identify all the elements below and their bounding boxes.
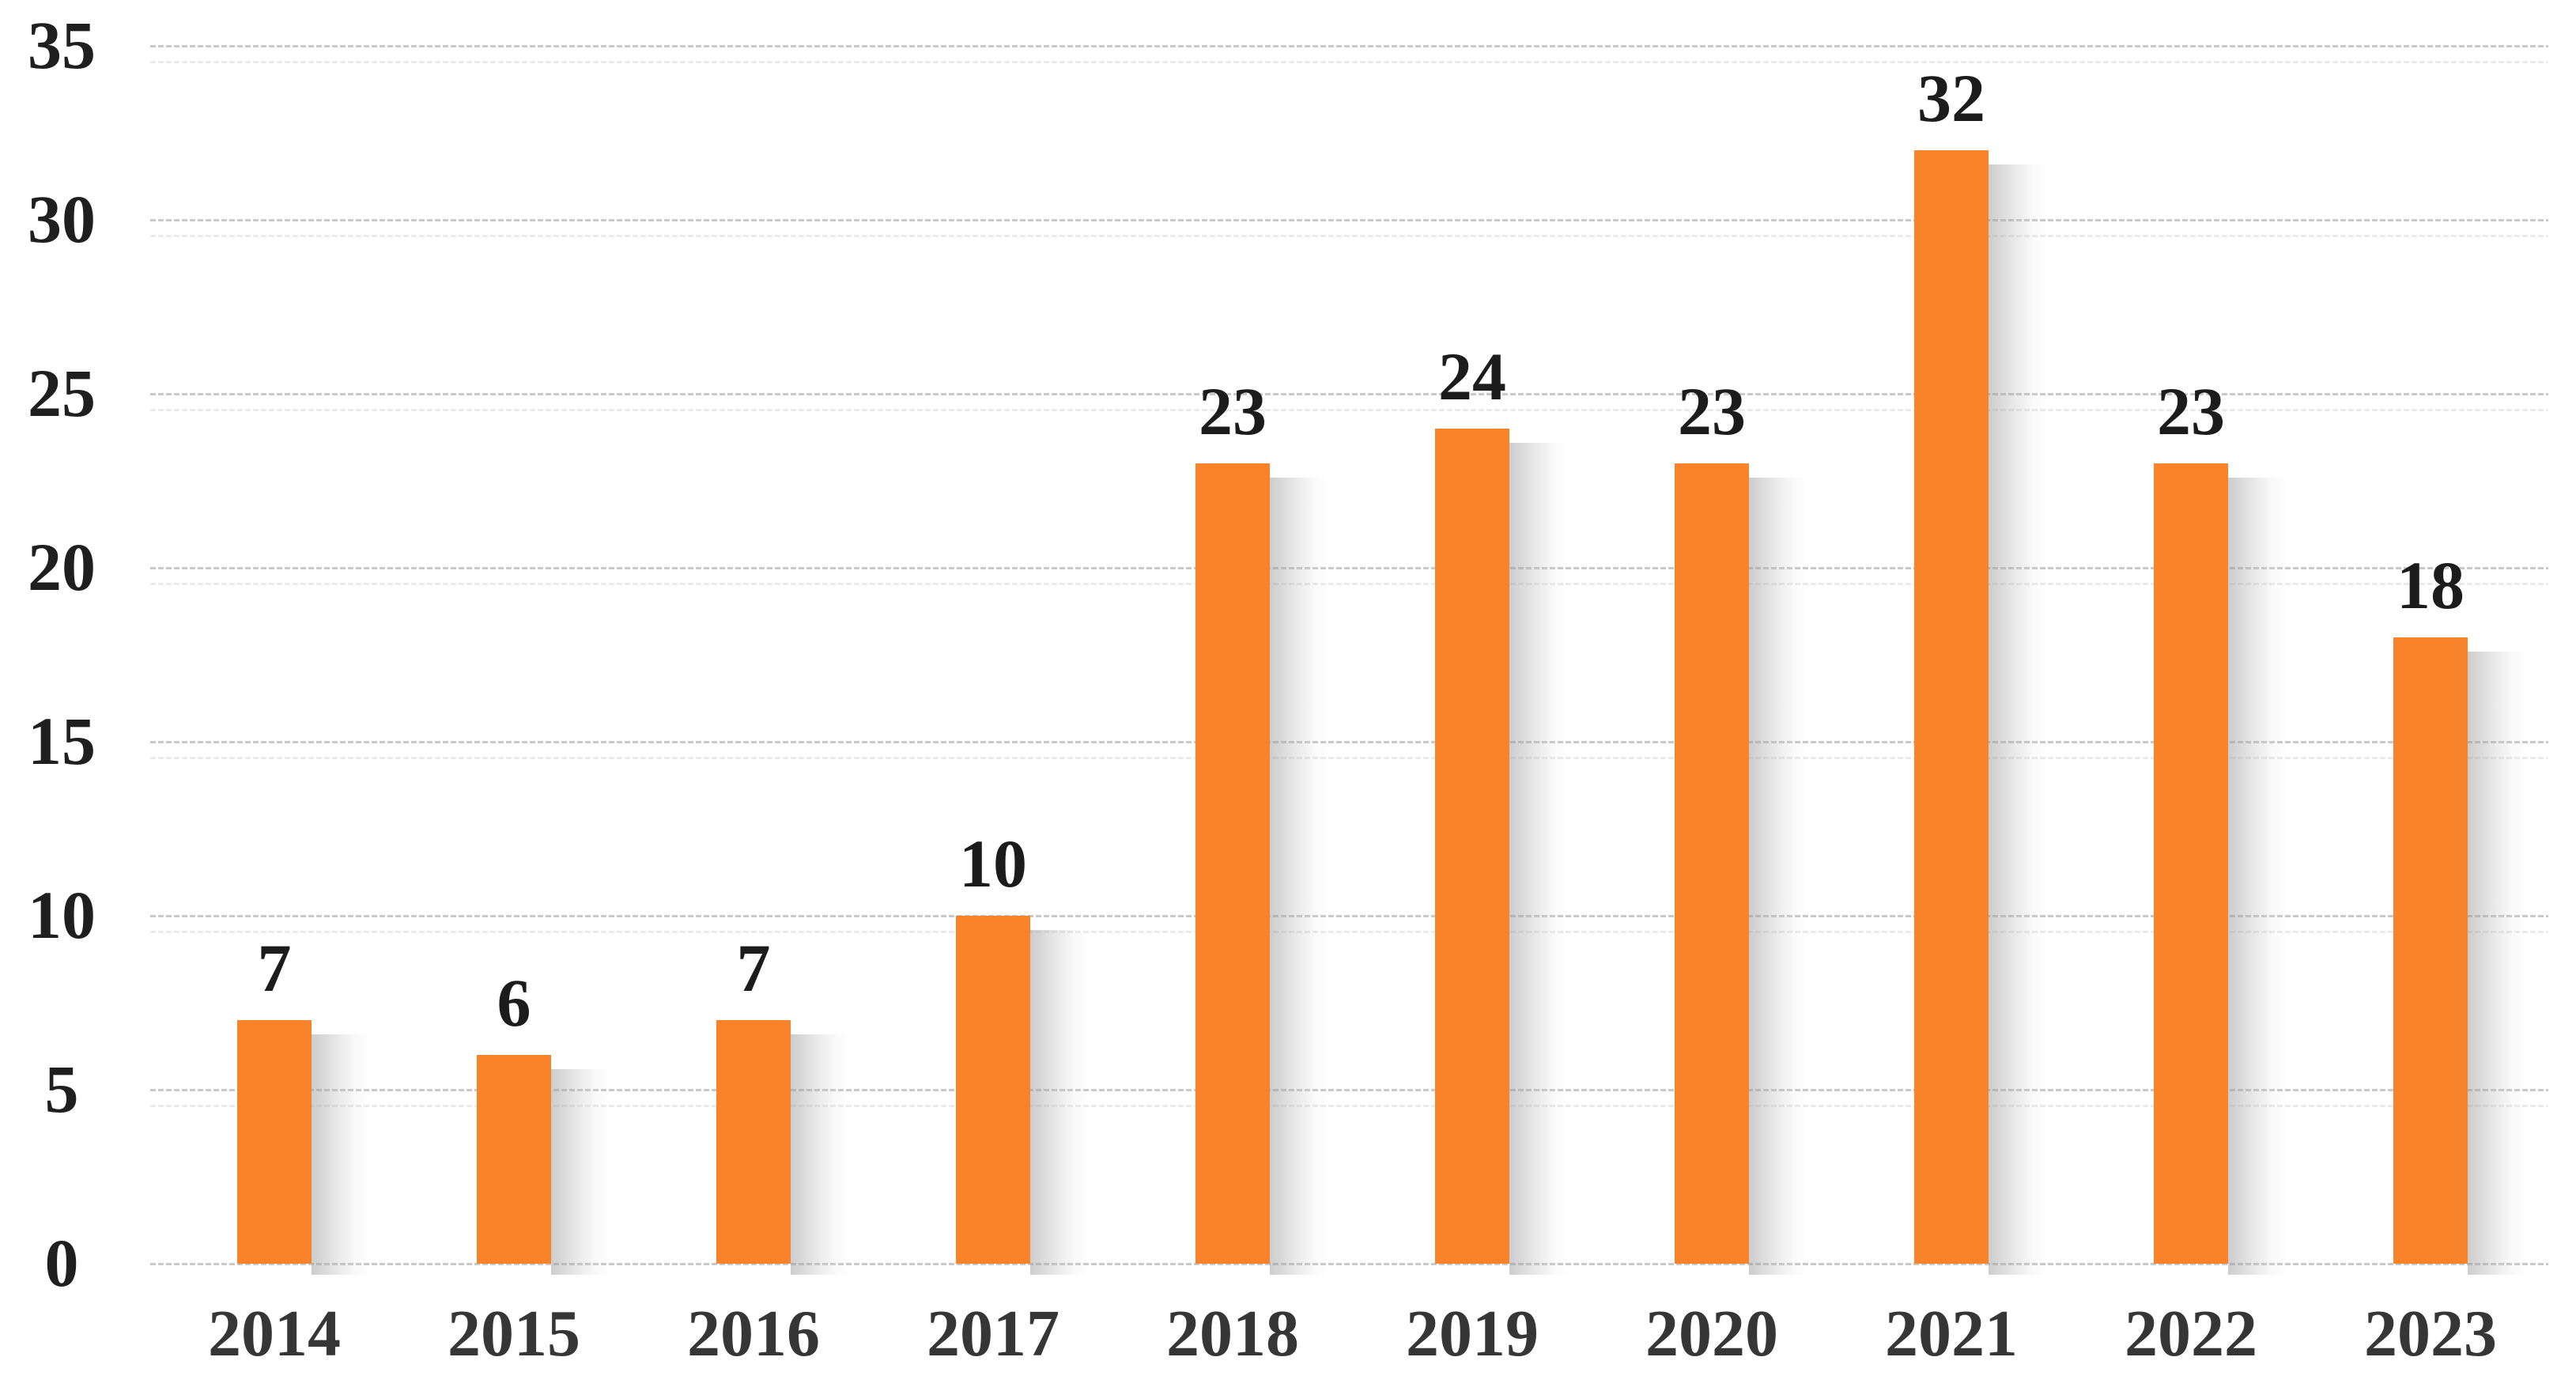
bar-2023 (2393, 637, 2528, 1275)
bar-2018 (1195, 463, 1330, 1275)
y-tick-label-35: 35 (28, 7, 96, 83)
bar-2019 (1435, 429, 1569, 1275)
gridline-35 (150, 45, 2548, 63)
gridline-25 (150, 393, 2548, 411)
x-axis-baseline (150, 1263, 2548, 1265)
gridline-20 (150, 567, 2548, 585)
x-tick-label-2022: 2022 (2125, 1297, 2257, 1370)
value-label-2018: 23 (1199, 373, 1267, 449)
x-tick-label-2021: 2021 (1885, 1297, 2018, 1370)
y-tick-label-15: 15 (28, 703, 96, 779)
value-label-2021: 32 (1917, 60, 1985, 136)
x-tick-label-2020: 2020 (1645, 1297, 1778, 1370)
value-label-2014: 7 (257, 930, 292, 1006)
x-tick-label-2016: 2016 (687, 1297, 820, 1370)
y-tick-label-10: 10 (28, 877, 96, 953)
x-tick-label-2023: 2023 (2364, 1297, 2497, 1370)
value-label-2020: 23 (1678, 373, 1746, 449)
x-tick-label-2017: 2017 (927, 1297, 1059, 1370)
bar-2015 (477, 1055, 611, 1275)
y-tick-label-25: 25 (28, 355, 96, 431)
bar-2017 (956, 916, 1090, 1275)
y-tick-label-5: 5 (44, 1051, 79, 1127)
value-label-2019: 24 (1438, 338, 1506, 414)
x-tick-label-2014: 2014 (208, 1297, 341, 1370)
value-label-2015: 6 (497, 965, 531, 1041)
gridline-30 (150, 219, 2548, 237)
gridline-10 (150, 915, 2548, 933)
x-tick-label-2018: 2018 (1166, 1297, 1299, 1370)
value-label-2017: 10 (959, 826, 1027, 902)
y-tick-label-20: 20 (28, 529, 96, 605)
bar-2020 (1675, 463, 1809, 1275)
x-tick-label-2015: 2015 (448, 1297, 580, 1370)
value-label-2022: 23 (2157, 373, 2225, 449)
x-tick-label-2019: 2019 (1406, 1297, 1539, 1370)
bar-2021 (1914, 150, 2049, 1275)
value-label-2023: 18 (2397, 547, 2465, 623)
gridline-15 (150, 741, 2548, 759)
bar-2014 (237, 1020, 372, 1275)
gridline-5 (150, 1089, 2548, 1107)
y-tick-label-30: 30 (28, 181, 96, 257)
value-label-2016: 7 (736, 930, 771, 1006)
bar-2022 (2154, 463, 2288, 1275)
y-tick-label-0: 0 (44, 1225, 79, 1301)
bar-2016 (716, 1020, 851, 1275)
